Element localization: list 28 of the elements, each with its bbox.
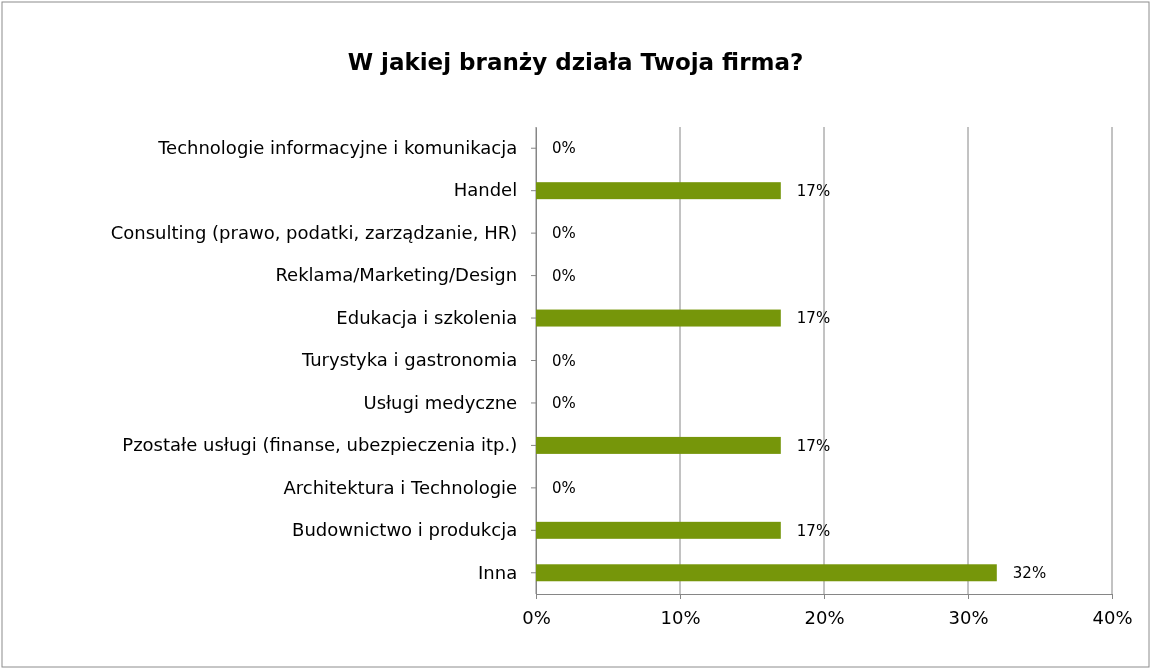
data-label: 0% — [552, 266, 576, 285]
data-label: 17% — [796, 436, 831, 455]
y-tick-label: Handel — [453, 179, 518, 201]
data-label: 32% — [1012, 564, 1047, 583]
x-tick-label: 30% — [948, 606, 989, 628]
y-tick-label: Budownictwo i produkcja — [292, 519, 518, 541]
data-label: 0% — [552, 479, 576, 498]
data-label: 17% — [796, 181, 831, 200]
data-label: 0% — [552, 394, 576, 413]
data-label: 17% — [796, 309, 831, 328]
x-tick-label: 0% — [522, 606, 551, 628]
y-tick-label: Usługi medyczne — [363, 391, 518, 413]
data-label: 0% — [552, 351, 576, 370]
y-tick-label: Inna — [478, 561, 518, 583]
y-tick-label: Technologie informacyjne i komunikacja — [157, 136, 518, 158]
y-tick-label: Consulting (prawo, podatki, zarządzanie, HR) — [110, 221, 518, 243]
y-tick-label: Pzostałe usługi (finanse, ubezpieczenia itp.) — [122, 434, 518, 456]
x-tick-label: 20% — [804, 606, 845, 628]
y-tick-label: Edukacja i szkolenia — [336, 306, 518, 328]
y-tick-label: Architektura i Technologie — [283, 476, 518, 498]
data-label: 17% — [796, 521, 831, 540]
x-tick-label: 40% — [1092, 606, 1133, 628]
data-label: 0% — [552, 224, 576, 243]
data-label: 0% — [552, 139, 576, 158]
chart-title: W jakiej branży działa Twoja firma? — [347, 49, 804, 75]
y-tick-label: Turystyka i gastronomia — [300, 349, 518, 371]
y-tick-label: Reklama/Marketing/Design — [275, 264, 518, 286]
x-tick-label: 10% — [660, 606, 701, 628]
